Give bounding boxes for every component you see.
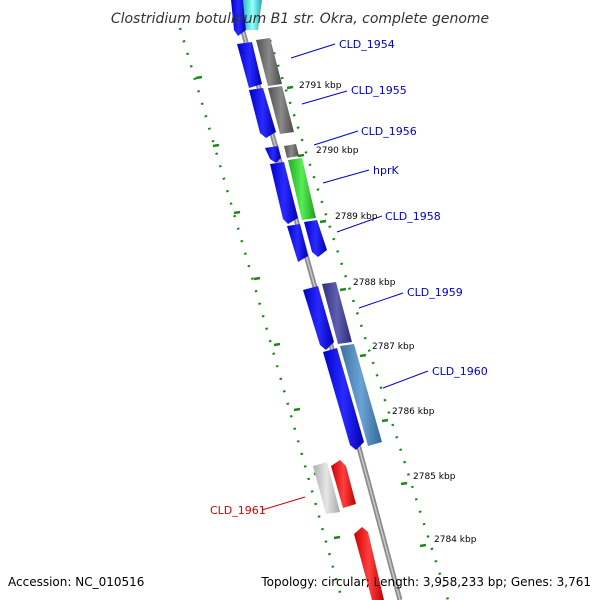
gene-label-cld1960[interactable]: CLD_1960 [432, 365, 488, 378]
kbp-label-2788: 2788 kbp [353, 278, 396, 288]
gene-label-cld1958[interactable]: CLD_1958 [385, 210, 441, 223]
label-leaders [290, 43, 429, 389]
gene-cld1955-cds[interactable] [249, 88, 276, 138]
gene-cld1959-feature[interactable] [322, 282, 352, 344]
kbp-label-2786: 2786 kbp [392, 407, 435, 417]
genome-title: Clostridium botulinum B1 str. Okra, comp… [111, 11, 489, 27]
gene-feature-blue-top[interactable] [231, 0, 246, 36]
gene-cld1955-feature[interactable] [268, 86, 294, 134]
kbp-label-2789: 2789 kbp [335, 212, 378, 222]
gene-cld1960-cds[interactable] [323, 348, 364, 450]
kbp-label-2784: 2784 kbp [434, 535, 477, 545]
gene-feature-red-bottom[interactable] [354, 527, 384, 600]
gene-label-cld1954[interactable]: CLD_1954 [339, 38, 395, 51]
gene-cld1954-cds[interactable] [237, 42, 262, 88]
gene-label-cld1955[interactable]: CLD_1955 [351, 84, 407, 97]
genome-summary-text: Topology: circular; Length: 3,958,233 bp… [260, 575, 591, 589]
gene-cld1960-feature[interactable] [340, 344, 382, 446]
scale-major-ticks [286, 85, 427, 548]
gene-cld1958-cds-a[interactable] [287, 224, 308, 262]
gene-label-cld1959[interactable]: CLD_1959 [407, 286, 463, 299]
kbp-label-2791: 2791 kbp [299, 81, 342, 91]
gene-label-hprk[interactable]: hprK [373, 164, 399, 177]
gene-cld1961-cds[interactable] [331, 460, 356, 508]
gene-cld1959-cds[interactable] [303, 286, 334, 350]
scale-major-ticks-left [195, 75, 341, 540]
gene-cld1954-feature[interactable] [256, 38, 282, 86]
gene-cld1961-feature[interactable] [313, 462, 340, 514]
gene-hprk-cds[interactable] [270, 162, 298, 224]
gene-label-cld1961[interactable]: CLD_1961 [210, 504, 266, 517]
gene-cld1958-cds-b[interactable] [304, 220, 327, 257]
kbp-label-2787: 2787 kbp [372, 342, 415, 352]
gene-feature-cyan-top[interactable] [243, 0, 262, 30]
kbp-label-2785: 2785 kbp [413, 472, 456, 482]
kbp-label-2790: 2790 kbp [316, 146, 359, 156]
gene-cld1956-feature[interactable] [284, 144, 299, 158]
scale-track-right [268, 39, 450, 600]
gene-hprk-feature[interactable] [288, 158, 316, 220]
gene-label-cld1956[interactable]: CLD_1956 [361, 125, 417, 138]
gene-cld1956-cds[interactable] [265, 146, 281, 163]
accession-text: Accession: NC_010516 [8, 575, 144, 589]
label-leader-red [261, 496, 306, 511]
scale-track-left [178, 27, 344, 600]
